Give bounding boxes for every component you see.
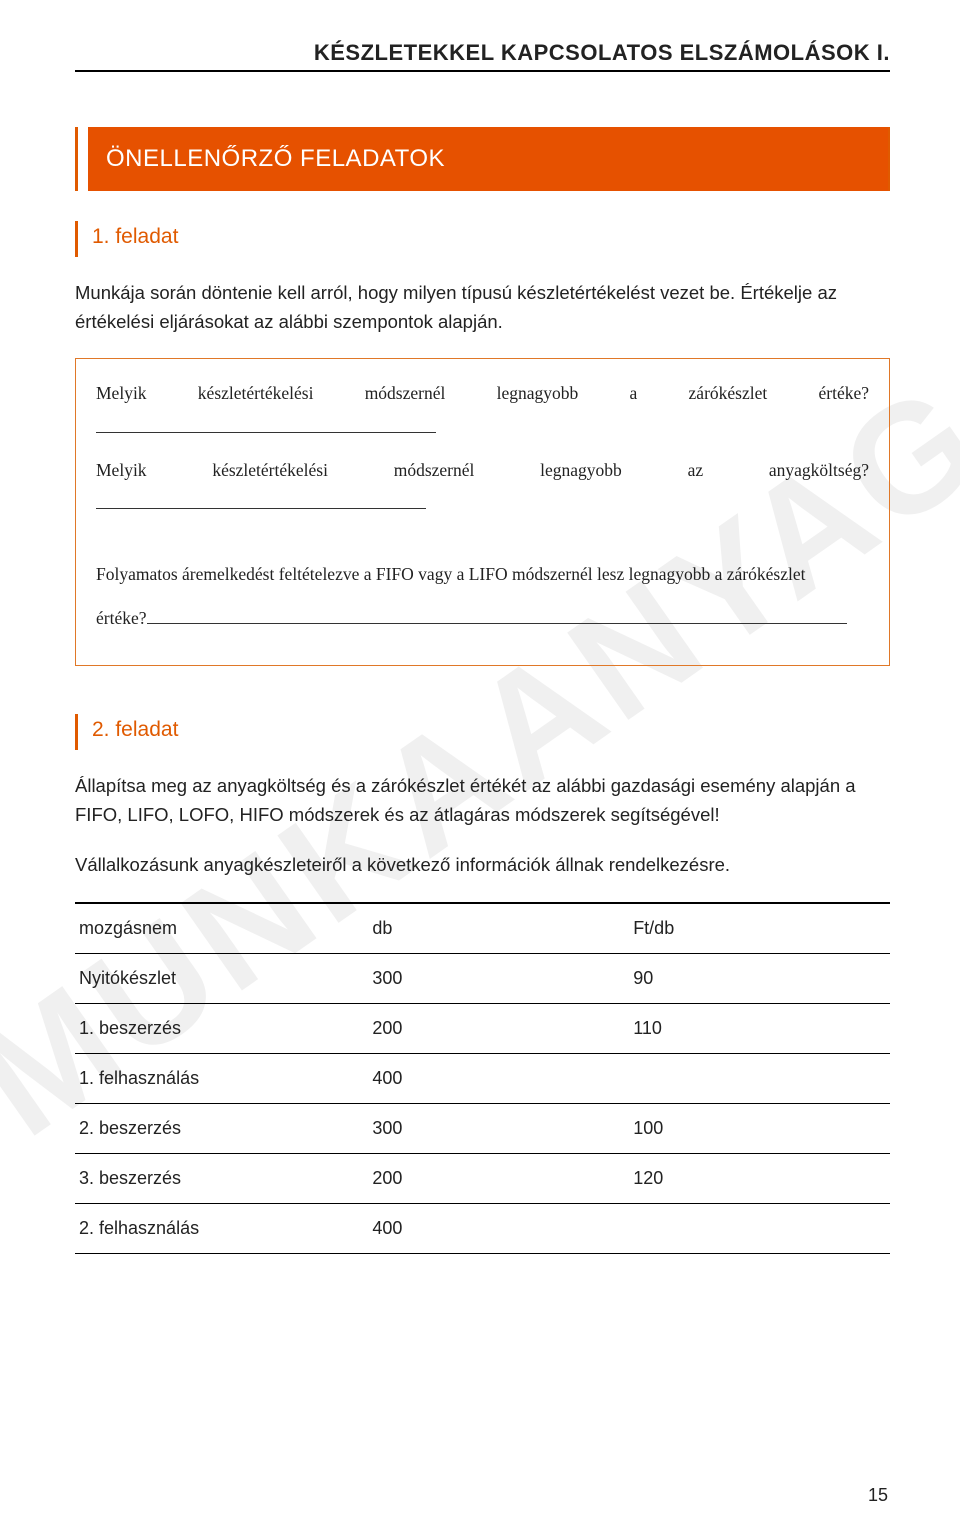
task-2-paragraph-1: Állapítsa meg az anyagköltség és a zárók… xyxy=(75,772,890,829)
table-row: Nyitókészlet 300 90 xyxy=(75,953,890,1003)
table-header-row: mozgásnem db Ft/db xyxy=(75,903,890,954)
cell: 200 xyxy=(368,1153,629,1203)
document-header-title: KÉSZLETEKKEL KAPCSOLATOS ELSZÁMOLÁSOK I. xyxy=(75,40,890,72)
table-row: 2. felhasználás 400 xyxy=(75,1203,890,1253)
cell: 100 xyxy=(629,1103,890,1153)
section-banner: ÖNELLENŐRZŐ FELADATOK xyxy=(75,127,890,191)
task-2-heading: 2. feladat xyxy=(75,714,890,750)
question-3-line2: értéke? xyxy=(96,602,869,635)
page-number: 15 xyxy=(868,1485,888,1506)
task-2-paragraph-2: Vállalkozásunk anyagkészleteiről a követ… xyxy=(75,851,890,880)
task-1-heading: 1. feladat xyxy=(75,221,890,257)
cell: 2. felhasználás xyxy=(75,1203,368,1253)
task-1-heading-text: 1. feladat xyxy=(92,225,178,248)
table-row: 2. beszerzés 300 100 xyxy=(75,1103,890,1153)
cell: 400 xyxy=(368,1203,629,1253)
table-row: 1. beszerzés 200 110 xyxy=(75,1003,890,1053)
cell: 3. beszerzés xyxy=(75,1153,368,1203)
cell xyxy=(629,1203,890,1253)
cell: 1. beszerzés xyxy=(75,1003,368,1053)
question-3-line1: Folyamatos áremelkedést feltételezve a F… xyxy=(96,558,869,591)
answer-blank[interactable] xyxy=(96,416,436,433)
cell: 90 xyxy=(629,953,890,1003)
question-1: Melyik készletértékelési módszernél legn… xyxy=(96,377,869,444)
question-2-text: Melyik készletértékelési módszernél legn… xyxy=(96,460,869,480)
cell: 300 xyxy=(368,953,629,1003)
cell: 400 xyxy=(368,1053,629,1103)
answer-blank[interactable] xyxy=(147,607,847,624)
question-1-text: Melyik készletértékelési módszernél legn… xyxy=(96,383,869,403)
cell: 200 xyxy=(368,1003,629,1053)
task-2-heading-text: 2. feladat xyxy=(92,718,178,741)
col-header-db: db xyxy=(368,903,629,954)
cell: 2. beszerzés xyxy=(75,1103,368,1153)
col-header-ftdb: Ft/db xyxy=(629,903,890,954)
col-header-mozgasnem: mozgásnem xyxy=(75,903,368,954)
inventory-table: mozgásnem db Ft/db Nyitókészlet 300 90 1… xyxy=(75,902,890,1254)
cell: 300 xyxy=(368,1103,629,1153)
cell: 1. felhasználás xyxy=(75,1053,368,1103)
cell xyxy=(629,1053,890,1103)
cell: 110 xyxy=(629,1003,890,1053)
page-content: KÉSZLETEKKEL KAPCSOLATOS ELSZÁMOLÁSOK I.… xyxy=(75,40,890,1254)
question-3-tail: értéke? xyxy=(96,608,147,628)
section-banner-title: ÖNELLENŐRZŐ FELADATOK xyxy=(106,145,870,173)
table-row: 3. beszerzés 200 120 xyxy=(75,1153,890,1203)
table-row: 1. felhasználás 400 xyxy=(75,1053,890,1103)
task-1-intro: Munkája során döntenie kell arról, hogy … xyxy=(75,279,890,336)
answer-blank[interactable] xyxy=(96,492,426,509)
cell: Nyitókészlet xyxy=(75,953,368,1003)
cell: 120 xyxy=(629,1153,890,1203)
question-box: Melyik készletértékelési módszernél legn… xyxy=(75,358,890,666)
question-2: Melyik készletértékelési módszernél legn… xyxy=(96,454,869,521)
